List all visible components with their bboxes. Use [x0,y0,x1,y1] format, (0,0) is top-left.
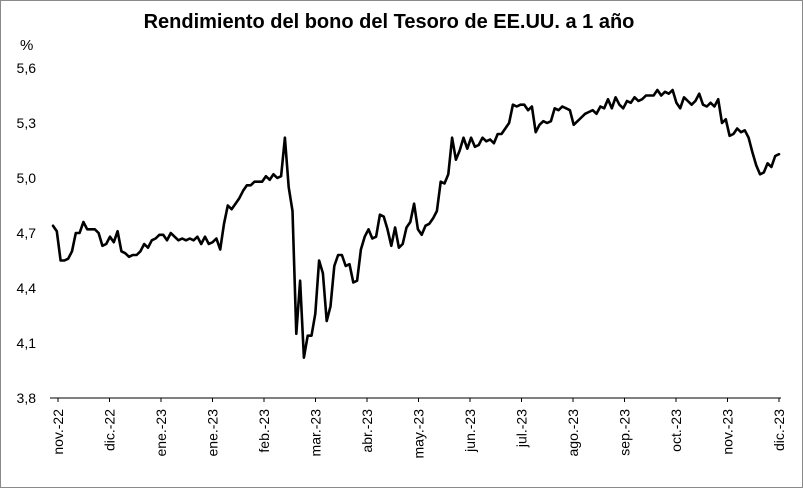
x-tick-label: nov.-23 [720,409,736,455]
x-tick-label: feb.-23 [256,409,272,453]
yield-series-line [51,88,781,359]
x-tick-label: mar.-23 [308,409,324,457]
y-tick-label: 5,3 [17,115,37,131]
x-tick-label: dic.-22 [102,409,118,451]
x-tick-label: ene.-23 [153,409,169,457]
y-tick-label: 3,8 [17,390,37,406]
x-tick-label: may.-23 [411,409,427,459]
chart-title: Rendimiento del bono del Tesoro de EE.UU… [144,11,635,33]
y-axis-unit-label: % [20,37,33,54]
x-tick-label: ene.-23 [205,409,221,457]
y-tick-label: 5,0 [17,170,37,186]
x-tick-label: jul.-23 [514,409,530,448]
y-axis-ticks: 3,8 4,1 4,4 4,7 5,0 5,3 5,6 [17,60,37,406]
y-tick-label: 4,7 [17,225,37,241]
y-tick-label: 5,6 [17,60,37,76]
x-tick-label: nov.-22 [50,409,66,455]
y-tick-label: 4,1 [17,335,37,351]
x-tick-label: abr.-23 [359,409,375,453]
x-tick-label: ago.-23 [565,409,581,457]
x-axis-ticks: nov.-22 dic.-22 ene.-23 ene.-23 feb.-23 mar.-… [50,398,787,459]
x-tick-label: sep.-23 [617,409,633,456]
x-tick-label: dic.-23 [771,409,787,451]
y-tick-label: 4,4 [17,280,37,296]
x-tick-label: oct.-23 [668,409,684,452]
x-tick-label: jun.-23 [462,409,478,453]
